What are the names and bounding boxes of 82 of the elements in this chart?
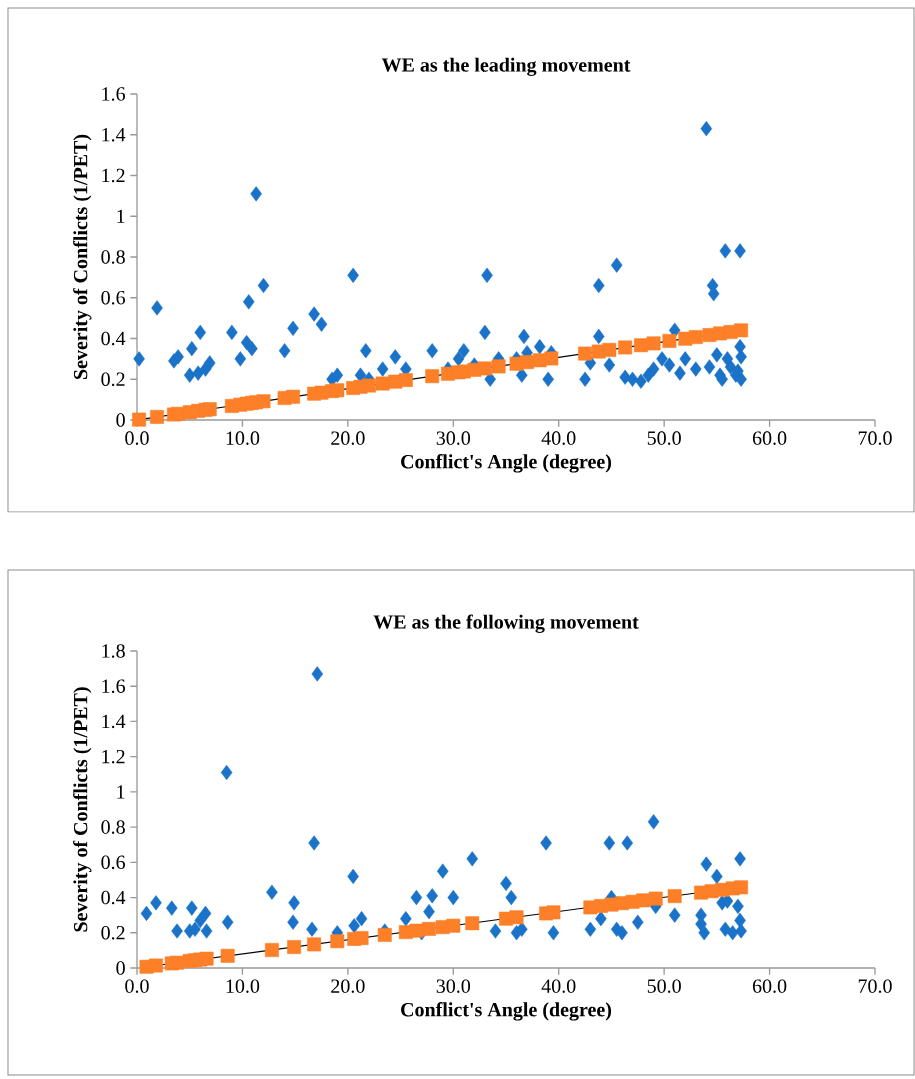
point [409, 923, 424, 938]
x-tick-label: 40.0 [541, 979, 576, 993]
x-tick-label: 20.0 [331, 431, 365, 445]
point [425, 369, 440, 384]
y-tick-label: 0.6 [101, 290, 126, 305]
point [132, 412, 147, 427]
x-tick-label: 50.0 [647, 431, 681, 445]
x-tick-label: 0.0 [125, 431, 149, 445]
point [491, 359, 506, 374]
point [220, 948, 235, 963]
y-tick-label: 0 [116, 961, 125, 975]
point [544, 351, 559, 366]
x-tick-label: 10.0 [226, 431, 260, 445]
point [688, 330, 703, 345]
y-tick-label: 0.2 [101, 925, 125, 940]
point [634, 338, 648, 353]
y-tick-label: 0.8 [101, 820, 125, 834]
point [362, 378, 376, 393]
y-tick-label: 0.4 [101, 331, 126, 346]
chart-title: WE as the following movement [373, 614, 639, 633]
point [618, 340, 633, 355]
y-tick-label: 1 [117, 209, 125, 223]
x-tick-label: 60.0 [752, 431, 787, 445]
x-tick-label: 70.0 [858, 979, 892, 993]
y-axis-title: Severity of Conflicts (1/PET) [73, 134, 92, 379]
y-tick-label: 1.6 [102, 679, 126, 693]
x-axis-title: Conflict's Angle (degree) [401, 454, 612, 473]
point [636, 893, 650, 908]
x-tick-label: 70.0 [858, 431, 892, 445]
point [150, 410, 164, 424]
point [307, 937, 322, 952]
point [662, 334, 677, 348]
point [465, 916, 480, 931]
x-tick-label: 40.0 [541, 431, 576, 445]
x-tick-label: 30.0 [436, 979, 471, 993]
point [354, 931, 369, 945]
point [546, 905, 561, 920]
x-tick-label: 50.0 [647, 979, 681, 993]
point [477, 361, 492, 376]
point [256, 394, 271, 409]
y-tick-label: 1.2 [102, 168, 125, 183]
point [375, 376, 390, 391]
point [330, 934, 345, 949]
point [734, 880, 749, 895]
point [149, 958, 163, 973]
x-tick-label: 10.0 [226, 979, 260, 993]
point [422, 921, 436, 936]
y-tick-label: 0.8 [101, 250, 125, 264]
y-tick-label: 0 [116, 413, 125, 427]
point [287, 940, 302, 954]
y-tick-label: 1.4 [102, 714, 126, 729]
point [734, 323, 749, 338]
point [170, 955, 184, 970]
point [446, 918, 461, 933]
x-tick-label: 60.0 [752, 979, 787, 993]
y-tick-label: 1.4 [102, 128, 126, 142]
point [265, 943, 279, 957]
x-tick-label: 20.0 [331, 979, 365, 993]
point [286, 389, 300, 404]
point [330, 383, 345, 398]
point [602, 342, 617, 357]
point [199, 951, 214, 966]
chart-title: WE as the leading movement [381, 57, 631, 76]
y-tick-label: 1.6 [102, 87, 126, 101]
y-tick-label: 0.2 [101, 372, 125, 387]
y-axis-title: Severity of Conflicts (1/PET) [73, 687, 92, 932]
y-tick-label: 1 [117, 785, 125, 799]
y-tick-label: 0.4 [101, 890, 126, 905]
point [578, 346, 593, 361]
point [398, 373, 413, 387]
point [377, 927, 392, 942]
point [202, 402, 217, 417]
point [648, 891, 663, 906]
x-tick-label: 30.0 [436, 431, 471, 445]
y-tick-label: 1.2 [102, 749, 125, 764]
y-tick-label: 0.6 [101, 855, 126, 870]
point [667, 889, 682, 904]
point [509, 910, 524, 925]
x-tick-label: 0.0 [125, 979, 149, 993]
point [646, 336, 661, 351]
y-tick-label: 1.8 [102, 644, 125, 658]
x-axis-title: Conflict's Angle (degree) [401, 1002, 612, 1021]
